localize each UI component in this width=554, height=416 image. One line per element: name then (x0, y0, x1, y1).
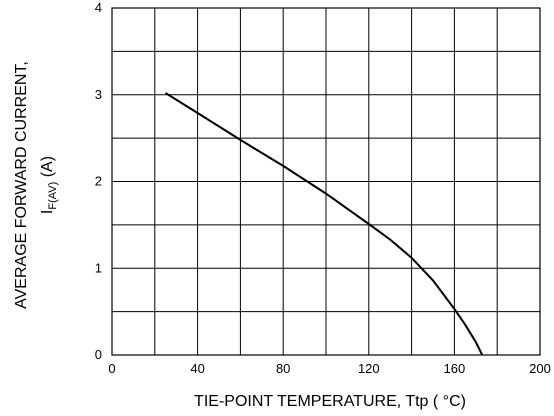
y-axis-subscript: F(AV) (47, 182, 59, 210)
grid-lines (112, 8, 540, 355)
plot-frame (111, 7, 541, 356)
y-axis-symbol: I (39, 210, 56, 214)
x-axis-title: TIE-POINT TEMPERATURE, Ttp ( °C) (194, 393, 466, 410)
y-tick-label: 4 (95, 0, 102, 15)
y-axis-title-line2: IF(AV) (A) (39, 156, 59, 214)
x-tick-label: 160 (444, 361, 466, 376)
y-tick-label: 0 (95, 347, 102, 362)
x-tick-label: 120 (358, 361, 380, 376)
x-tick-label: 80 (276, 361, 290, 376)
y-tick-labels: 0 1 2 3 4 (95, 0, 102, 362)
y-tick-label: 2 (95, 174, 102, 189)
y-axis-title-line1: AVERAGE FORWARD CURRENT, (13, 61, 30, 309)
series-line (164, 92, 484, 356)
x-tick-label: 40 (190, 361, 204, 376)
y-tick-label: 1 (95, 260, 102, 275)
y-tick-label: 3 (95, 87, 102, 102)
x-tick-label: 200 (529, 361, 551, 376)
series-layer (164, 92, 484, 356)
y-axis-unit: (A) (39, 156, 56, 182)
x-tick-label: 0 (108, 361, 115, 376)
x-tick-labels: 0 40 80 120 160 200 (108, 361, 550, 376)
